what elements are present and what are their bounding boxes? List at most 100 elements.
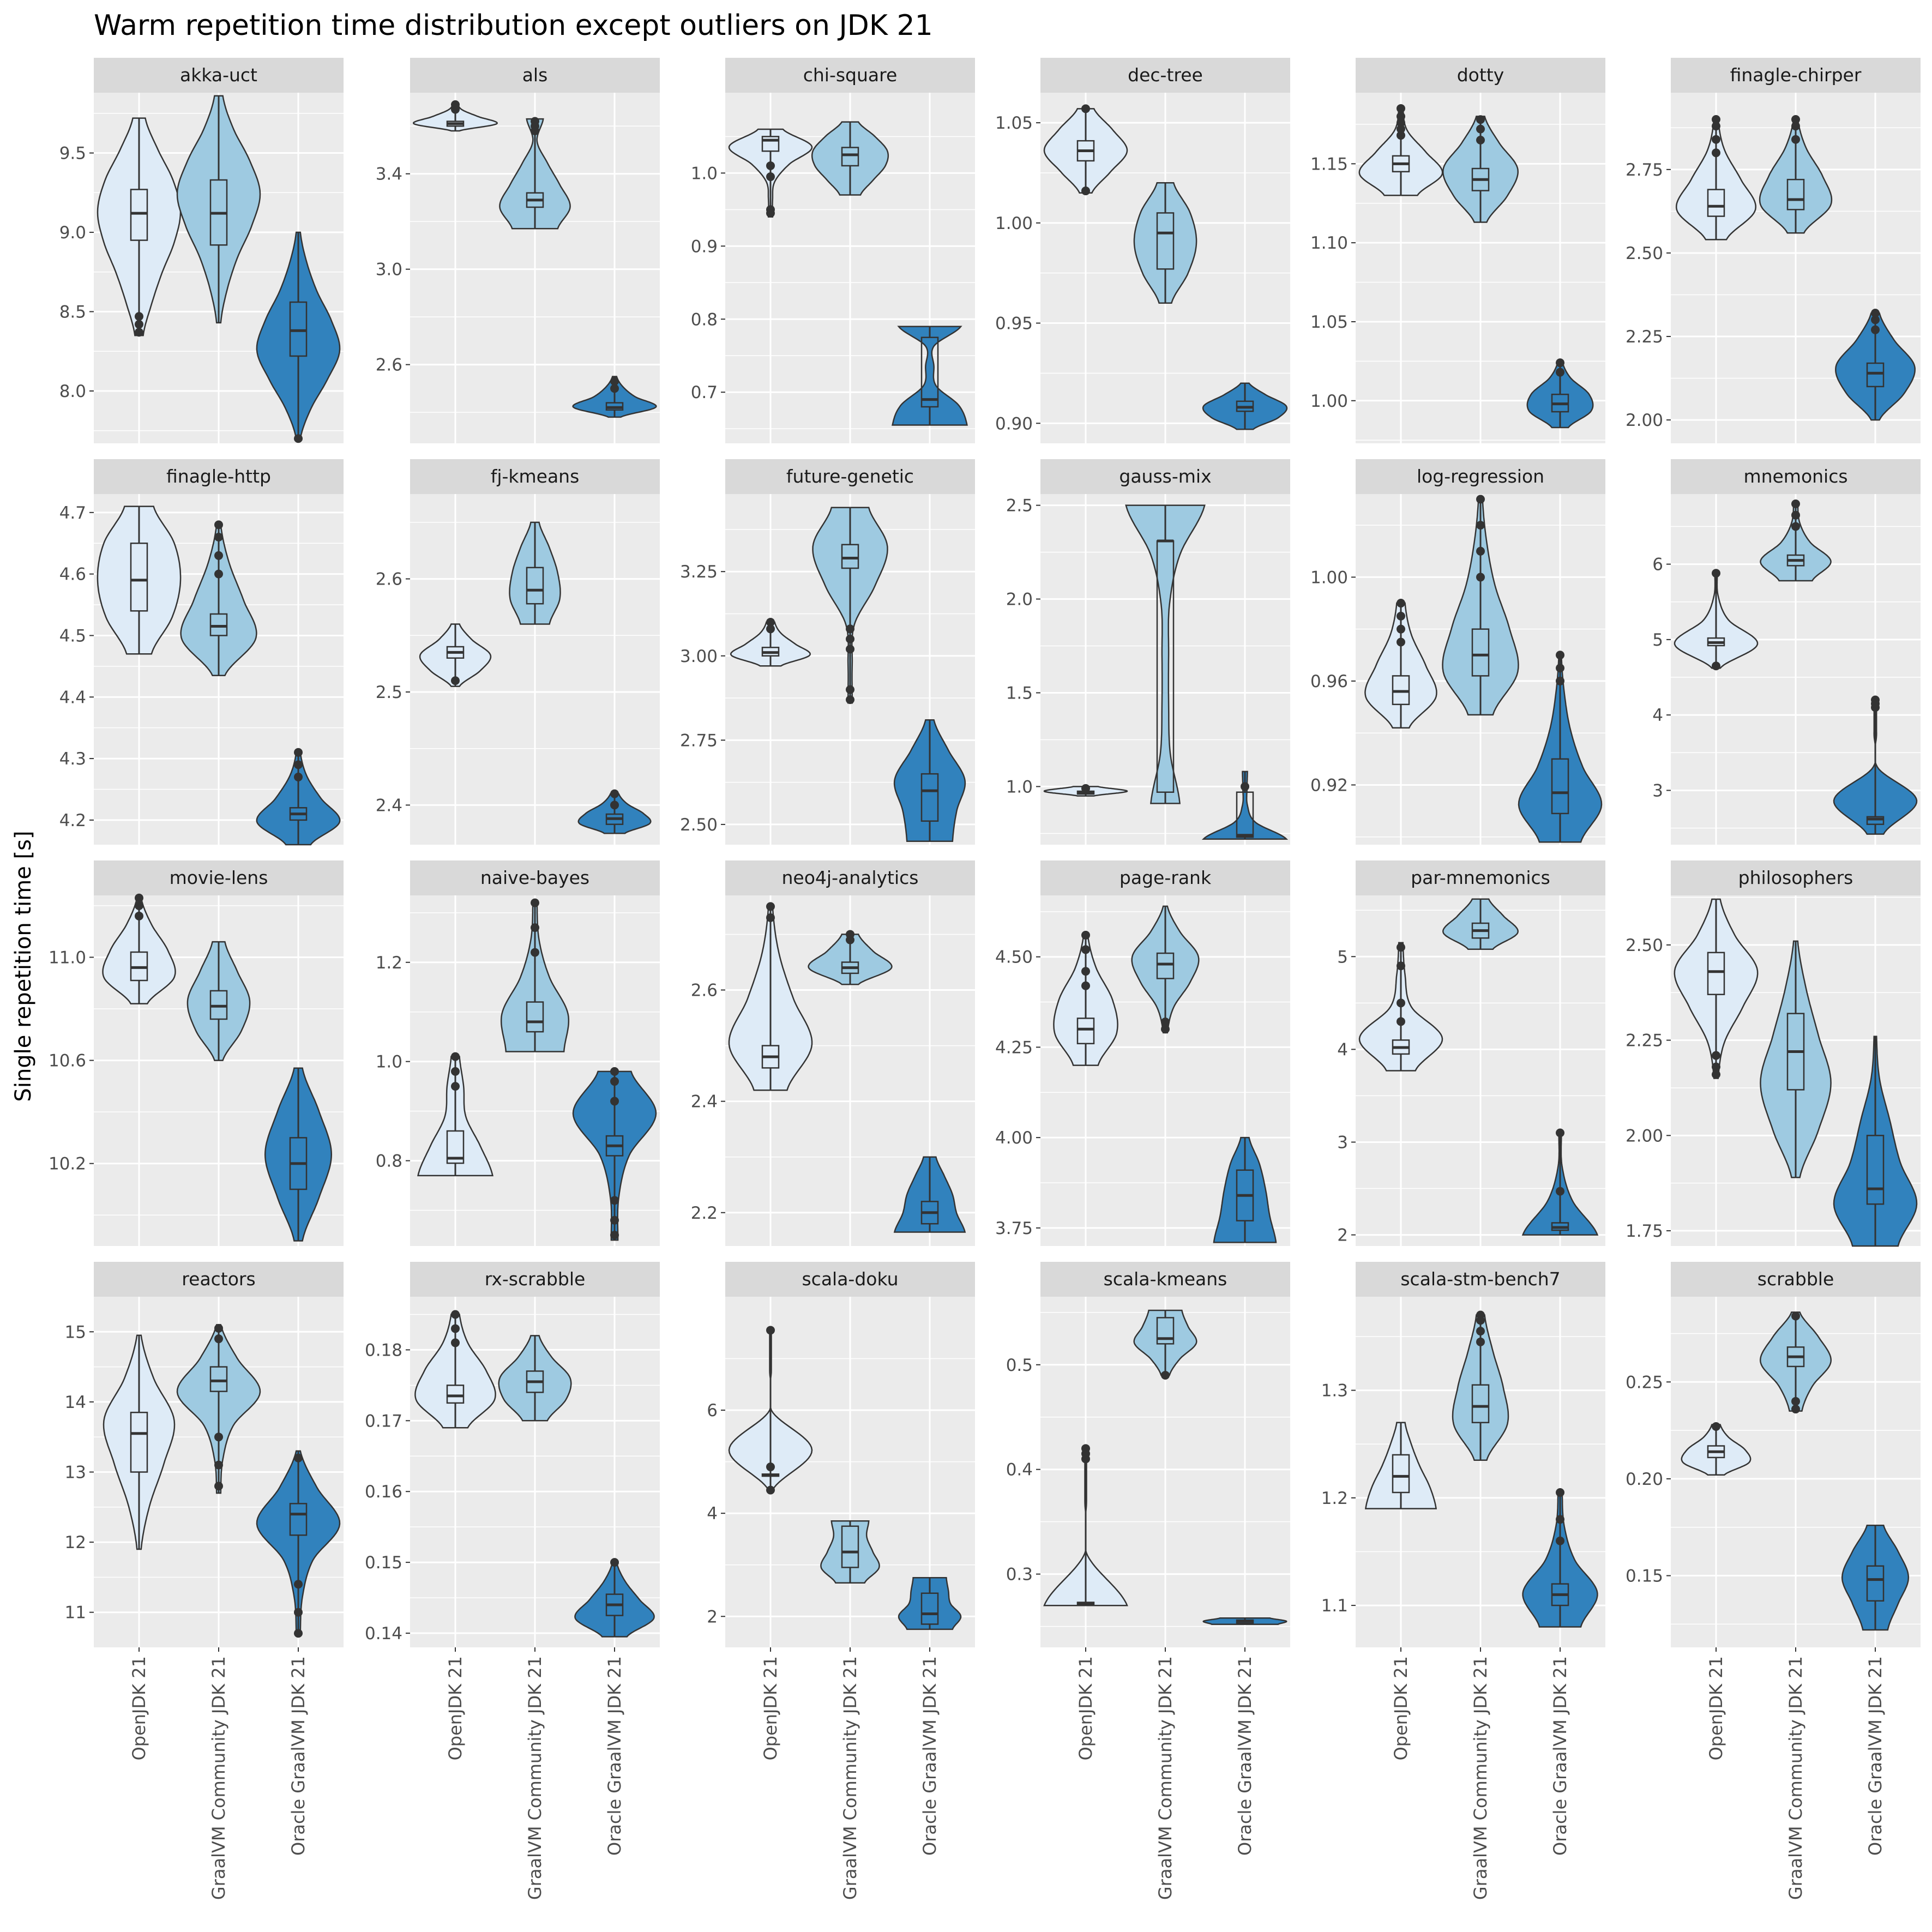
outlier-point xyxy=(450,676,460,685)
y-tick-label: 0.7 xyxy=(691,383,718,402)
y-tick-label: 4 xyxy=(1652,706,1663,725)
y-tick-label: 2.6 xyxy=(691,981,718,1001)
outlier-point xyxy=(610,1196,619,1205)
box-iqr xyxy=(1471,1384,1490,1424)
outlier-point xyxy=(531,898,539,907)
outlier-point xyxy=(846,930,854,939)
outlier-point xyxy=(214,1334,223,1344)
box-iqr xyxy=(1076,1018,1095,1045)
y-tick-label: 1.0 xyxy=(1006,777,1033,797)
x-tick-label: OpenJDK 21 xyxy=(1075,1656,1096,1760)
outlier-point xyxy=(214,551,223,560)
facet-movie-lens: movie-lens 10.2 10.6 11.0 xyxy=(49,860,344,1246)
outlier-point xyxy=(1871,309,1880,318)
facet-dotty: dotty 1.00 1.05 1.10 1.15 xyxy=(1310,58,1605,443)
outlier-point xyxy=(610,1097,619,1106)
facet-strip xyxy=(1671,1262,1921,1297)
outlier-point xyxy=(1396,599,1405,608)
violin-2 xyxy=(1213,1136,1277,1243)
outlier-point xyxy=(531,117,539,126)
facet-strip-label: chi-square xyxy=(803,64,898,86)
violin-0 xyxy=(1674,898,1759,1079)
outlier-point xyxy=(846,634,854,643)
outlier-point xyxy=(1081,945,1090,954)
outlier-point xyxy=(294,760,303,769)
y-tick-label: 4.2 xyxy=(59,811,86,830)
facet-strip xyxy=(1356,58,1605,93)
facet-strip-label: dec-tree xyxy=(1128,64,1203,86)
outlier-point xyxy=(1556,1187,1565,1196)
outlier-point xyxy=(1791,135,1800,144)
box-iqr xyxy=(920,773,939,822)
x-tick-label: OpenJDK 21 xyxy=(1391,1656,1411,1760)
facet-log-regression: log-regression 0.92 0.96 1.00 xyxy=(1310,459,1605,845)
facet-strip xyxy=(1040,1262,1290,1297)
y-tick-label: 4.50 xyxy=(995,948,1033,967)
outlier-point xyxy=(1476,135,1485,145)
y-tick-label: 3.75 xyxy=(995,1219,1033,1238)
y-tick-label: 4.00 xyxy=(995,1128,1033,1148)
x-tick-label: GraalVM Community JDK 21 xyxy=(1785,1656,1806,1900)
outlier-point xyxy=(1476,1337,1485,1346)
outlier-point xyxy=(610,789,619,798)
outlier-point xyxy=(214,532,223,541)
y-tick-label: 0.15 xyxy=(1626,1567,1663,1586)
outlier-point xyxy=(450,1310,460,1319)
facet-scala-stm-bench7: scala-stm-bench7 1.1 1.2 1.3 OpenJDK 21 Graal… xyxy=(1321,1262,1605,1900)
outlier-point xyxy=(766,617,775,627)
outlier-point xyxy=(766,1462,775,1472)
y-tick-label: 10.6 xyxy=(49,1051,86,1071)
outlier-point xyxy=(1711,148,1720,158)
facet-strip xyxy=(725,459,975,494)
facet-strip-label: dotty xyxy=(1457,64,1504,86)
outlier-point xyxy=(1476,1327,1485,1336)
x-tick-label: OpenJDK 21 xyxy=(1706,1656,1726,1760)
facet-strip xyxy=(1671,459,1921,494)
outlier-point xyxy=(1711,135,1720,144)
y-tick-label: 14 xyxy=(65,1393,86,1412)
outlier-point xyxy=(1791,522,1800,531)
violin-0 xyxy=(419,623,492,687)
outlier-point xyxy=(766,913,775,922)
box-iqr xyxy=(1866,362,1885,388)
outlier-point xyxy=(1791,1311,1800,1321)
y-tick-label: 11.0 xyxy=(49,948,86,967)
y-tick-label: 1.0 xyxy=(376,1052,402,1072)
outlier-point xyxy=(610,1558,619,1567)
facet-rx-scrabble: rx-scrabble 0.14 0.15 0.16 0.17 0.18 OpenJDK 2… xyxy=(365,1262,660,1900)
outlier-point xyxy=(610,1230,619,1239)
facet-strip-label: finagle-http xyxy=(166,466,271,487)
outlier-point xyxy=(1161,1370,1170,1380)
facet-strip-label: akka-uct xyxy=(180,64,257,86)
facet-finagle-http: finagle-http 4.2 4.3 4.4 4.5 4.6 4.7 xyxy=(59,459,344,846)
outlier-point xyxy=(610,384,619,393)
y-tick-label: 2.50 xyxy=(680,815,718,835)
box-iqr xyxy=(289,301,308,357)
y-tick-label: 2.5 xyxy=(376,683,402,702)
outlier-point xyxy=(1476,1310,1485,1320)
y-tick-label: 2 xyxy=(707,1607,718,1627)
violin-1 xyxy=(1442,898,1519,950)
outlier-point xyxy=(134,312,143,321)
facet-strip-label: als xyxy=(522,64,548,86)
violin-1 xyxy=(1131,905,1200,1034)
outlier-point xyxy=(1556,368,1565,377)
facet-strip xyxy=(94,860,344,895)
y-tick-label: 8.5 xyxy=(59,303,86,322)
facet-strip xyxy=(1356,459,1605,494)
outlier-point xyxy=(1476,124,1485,134)
violin-1 xyxy=(1760,940,1832,1178)
outlier-point xyxy=(1396,624,1405,634)
violin-0 xyxy=(1681,1424,1752,1476)
outlier-point xyxy=(1711,115,1720,124)
y-tick-label: 4.7 xyxy=(59,503,86,523)
outlier-point xyxy=(450,100,460,109)
box-iqr xyxy=(1156,952,1175,979)
outlier-point xyxy=(531,923,539,932)
violin-1 xyxy=(498,1335,572,1422)
y-tick-label: 2.6 xyxy=(376,356,402,375)
box-iqr xyxy=(1392,1454,1410,1494)
y-tick-label: 0.25 xyxy=(1626,1373,1663,1392)
outlier-point xyxy=(1871,695,1880,705)
